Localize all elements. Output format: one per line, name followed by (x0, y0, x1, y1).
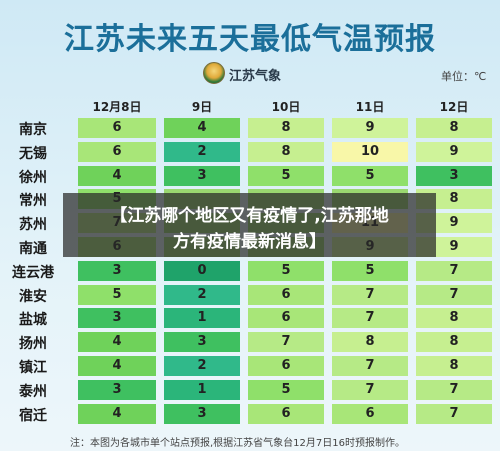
date-header: 12日 (439, 100, 469, 114)
temp-cell: 7 (332, 284, 408, 305)
temp-cell: 8 (416, 356, 492, 376)
temp-cell: 5 (248, 165, 324, 186)
temp-cell: 4 (78, 356, 156, 376)
temp-cell: 5 (332, 165, 408, 186)
temp-cell: 1 (164, 308, 240, 329)
temp-cell: 4 (78, 403, 156, 424)
date-header: 10日 (271, 100, 301, 114)
banner-line-1[interactable]: 【江苏哪个地区又有疫情了,江苏那地 (110, 206, 389, 226)
temp-cell: 3 (78, 308, 156, 329)
headline-banner[interactable]: 【江苏哪个地区又有疫情了,江苏那地 方有疫情最新消息】 (63, 193, 436, 257)
page-title: 江苏未来五天最低气温预报 (64, 22, 436, 57)
temp-cell: 6 (78, 141, 156, 162)
temp-cell: 5 (78, 284, 156, 305)
temp-cell: 3 (164, 165, 240, 186)
temp-cell: 9 (332, 118, 408, 138)
city-label: 南京 (19, 122, 47, 138)
temp-cell: 4 (78, 165, 156, 186)
temp-cell: 8 (332, 332, 408, 353)
temp-cell: 9 (416, 141, 492, 162)
temp-cell: 3 (164, 403, 240, 424)
temp-cell: 5 (332, 260, 408, 281)
city-label: 南通 (19, 241, 47, 257)
date-header: 12月8日 (92, 100, 142, 114)
city-label: 镇江 (19, 360, 47, 376)
temp-cell: 7 (248, 332, 324, 353)
temp-cell: 2 (164, 141, 240, 162)
city-label: 泰州 (19, 383, 47, 400)
temp-cell: 7 (416, 403, 492, 424)
temp-cell: 2 (164, 284, 240, 305)
temp-cell: 4 (78, 332, 156, 353)
logo-text: 江苏气象 (229, 69, 282, 84)
date-header: 11日 (355, 100, 385, 114)
city-label: 常州 (19, 193, 47, 210)
temp-cell: 6 (78, 118, 156, 138)
unit-label: 单位：℃ (441, 70, 487, 83)
temp-cell: 5 (248, 260, 324, 281)
temp-cell: 7 (332, 308, 408, 329)
city-label: 苏州 (19, 217, 47, 234)
footnote: 注：本图为各城市单个站点预报,根据江苏省气象台12月7日16时预报制作。 (70, 438, 405, 449)
temp-cell: 8 (248, 118, 324, 138)
temp-cell: 0 (164, 260, 240, 281)
temp-cell: 3 (164, 332, 240, 353)
city-label: 扬州 (19, 336, 47, 353)
temp-cell: 3 (416, 165, 492, 186)
temp-cell: 6 (248, 403, 324, 424)
date-header: 9日 (191, 100, 213, 114)
temp-cell: 6 (332, 403, 408, 424)
temp-cell: 3 (78, 260, 156, 281)
temp-cell: 8 (416, 118, 492, 138)
temp-cell: 5 (248, 379, 324, 400)
temp-cell: 6 (248, 308, 324, 329)
temp-cell: 2 (164, 356, 240, 376)
temp-cell: 7 (332, 356, 408, 376)
city-label: 徐州 (19, 169, 47, 186)
temp-cell: 6 (248, 356, 324, 376)
logo-emblem (203, 62, 225, 84)
temp-cell: 1 (164, 379, 240, 400)
temp-cell: 8 (416, 332, 492, 353)
temp-cell: 8 (416, 308, 492, 329)
city-label: 盐城 (19, 312, 47, 329)
city-label: 无锡 (19, 145, 47, 162)
temp-cell: 7 (416, 284, 492, 305)
temp-cell: 7 (416, 379, 492, 400)
temp-cell: 7 (416, 260, 492, 281)
city-label: 淮安 (19, 288, 47, 305)
temp-cell: 10 (332, 141, 408, 162)
temp-cell: 8 (248, 141, 324, 162)
logo-row: 江苏气象 (0, 62, 500, 86)
temp-cell: 6 (248, 284, 324, 305)
temp-cell: 4 (164, 118, 240, 138)
temp-cell: 3 (78, 379, 156, 400)
temp-cell: 7 (332, 379, 408, 400)
city-label: 连云港 (12, 264, 54, 281)
city-label: 宿迁 (19, 407, 47, 424)
banner-line-2[interactable]: 方有疫情最新消息】 (173, 232, 326, 252)
